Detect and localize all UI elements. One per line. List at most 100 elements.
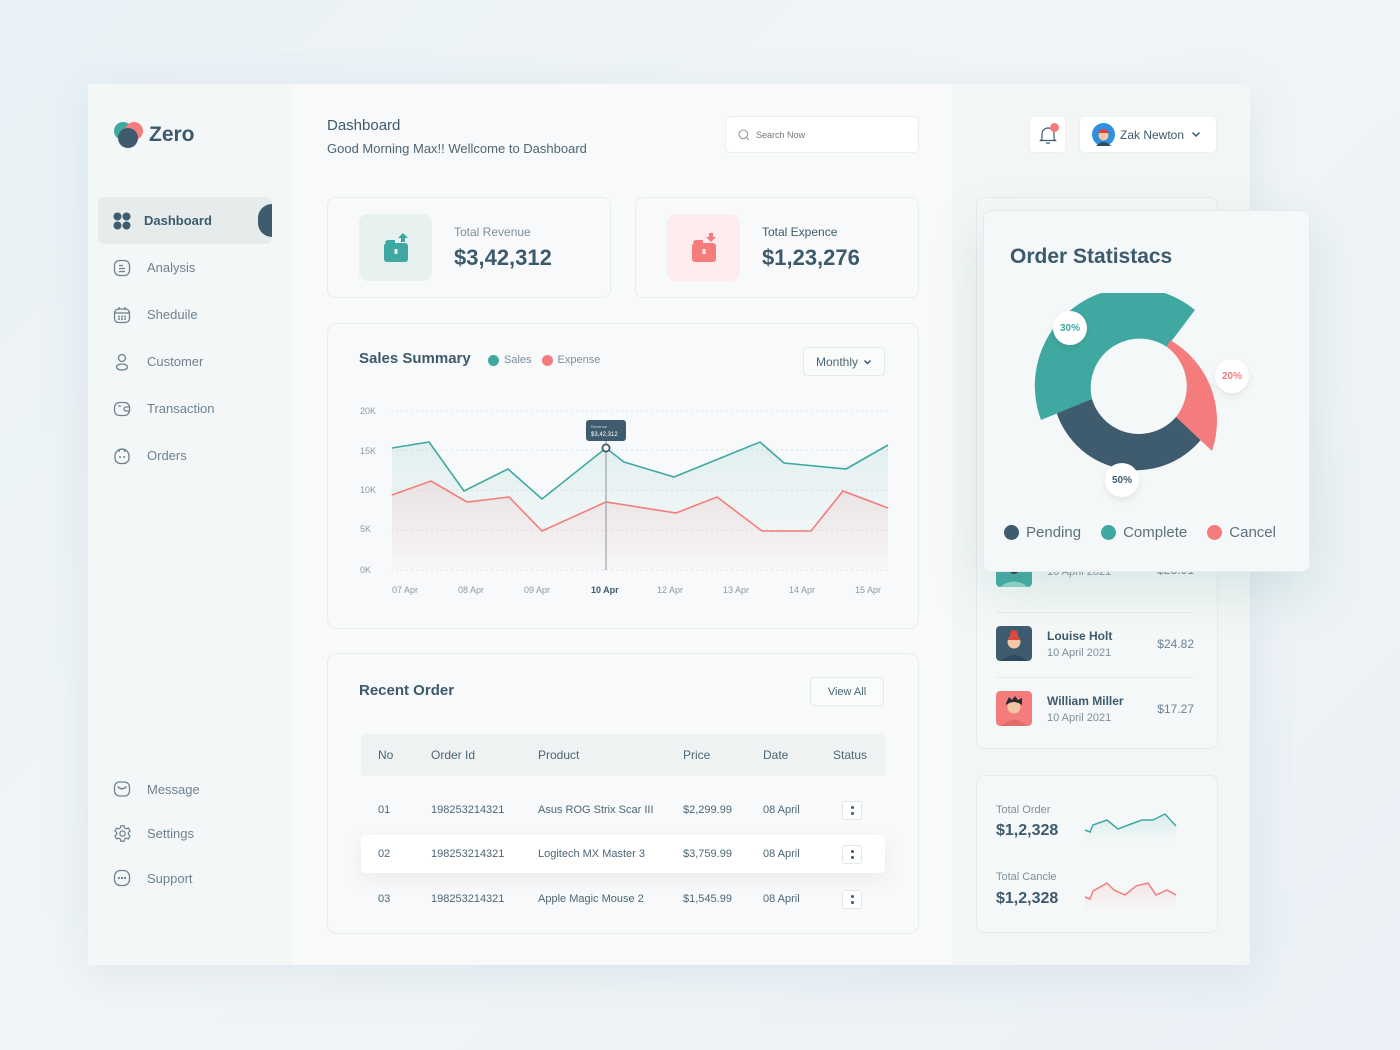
search-icon (738, 128, 750, 140)
sidebar-item-analysis[interactable]: Analysis (98, 244, 272, 291)
total-order-sparkline (1084, 813, 1177, 843)
cell-price: $1,545.99 (683, 893, 732, 905)
x-tick: 08 Apr (458, 585, 484, 595)
y-tick: 0K (360, 565, 371, 575)
x-tick-active: 10 Apr (591, 585, 619, 595)
recent-order-title: Recent Order (359, 682, 455, 699)
legend-expense: Expense (541, 354, 600, 366)
legend-label: Pending (1026, 524, 1082, 541)
recent-order-card: Recent Order View All No Order Id Produc… (327, 653, 919, 934)
page-title: Dashboard (327, 117, 401, 134)
sidebar-item-dashboard[interactable]: Dashboard (98, 197, 272, 244)
sidebar-item-support[interactable]: Support (98, 856, 272, 901)
kebab-dot (850, 849, 854, 853)
total-revenue-card: Total Revenue $3,42,312 (327, 197, 611, 298)
user-menu[interactable]: Zak Newton (1079, 116, 1217, 153)
sidebar-item-schedule[interactable]: Sheduile (98, 291, 272, 338)
expense-icon-box (667, 214, 740, 281)
total-cancel-value: $1,2,328 (996, 890, 1059, 907)
x-tick: 09 Apr (524, 585, 550, 595)
sidebar-item-orders[interactable]: Orders (98, 432, 272, 479)
col-product: Product (538, 748, 580, 762)
pending-percent: 50% (1105, 463, 1139, 497)
wallet-upload-icon (383, 232, 408, 262)
customer-item[interactable]: Louise Holt 10 April 2021 $24.82 (996, 611, 1194, 676)
row-menu-button[interactable] (842, 844, 862, 864)
row-menu-button[interactable] (842, 800, 862, 820)
kebab-dot (850, 900, 854, 904)
highlight-point (601, 443, 611, 453)
pending-dot (1004, 525, 1019, 540)
search-input[interactable] (756, 129, 906, 140)
customer-name: Louise Holt (1047, 628, 1113, 643)
customer-item[interactable]: William Miller 10 April 2021 $17.27 (996, 676, 1194, 741)
sidebar-item-message[interactable]: Message (98, 767, 272, 812)
customer-avatar (996, 626, 1032, 661)
chevron-down-icon (1192, 131, 1201, 138)
brand-name: Zero (149, 123, 195, 146)
sidebar-item-customer[interactable]: Customer (98, 338, 272, 385)
cell-date: 08 April (763, 804, 800, 816)
sidebar-item-label: Customer (147, 354, 204, 369)
cell-price: $3,759.99 (683, 848, 732, 860)
legend-label: Complete (1123, 524, 1188, 541)
stat-label: Total Expence (762, 224, 838, 239)
sidebar-item-label: Dashboard (144, 213, 212, 228)
x-tick: 12 Apr (657, 585, 683, 595)
sidebar-item-label: Analysis (147, 260, 196, 275)
customer-date: 10 April 2021 (1047, 646, 1112, 659)
cell-order-id: 198253214321 (431, 893, 505, 905)
y-tick: 20K (360, 406, 376, 416)
sidebar-item-settings[interactable]: Settings (98, 812, 272, 857)
sidebar-item-label: Sheduile (147, 307, 198, 322)
customer-name: William Miller (1047, 693, 1124, 708)
customer-date: 10 April 2021 (1047, 711, 1112, 724)
cell-date: 08 April (763, 848, 800, 860)
period-dropdown[interactable]: Monthly (803, 347, 885, 376)
cancel-dot (1207, 525, 1223, 540)
x-tick: 14 Apr (789, 585, 815, 595)
sidebar-item-transaction[interactable]: Transaction (98, 385, 272, 432)
grid-icon (112, 211, 132, 231)
order-statistics-card: Order Statistacs 30% 20% 50% Pending Com… (983, 210, 1310, 572)
complete-dot (1101, 525, 1117, 540)
table-row[interactable]: 02 198253214321 Logitech MX Master 3 $3,… (361, 835, 885, 873)
cell-no: 03 (378, 893, 391, 905)
bag-icon (112, 446, 132, 466)
legend-complete: Complete (1101, 524, 1187, 541)
greeting-text: Good Morning Max!! Wellcome to Dashboard (327, 141, 587, 156)
kebab-dot (850, 811, 854, 815)
search-box[interactable] (725, 116, 919, 153)
chevron-down-icon (863, 359, 872, 365)
y-tick: 15K (360, 446, 376, 456)
donut-legend: Pending Complete Cancel (1004, 524, 1296, 541)
sidebar-item-label: Support (147, 870, 193, 886)
cell-order-id: 198253214321 (431, 804, 505, 816)
legend-pending: Pending (1004, 524, 1081, 541)
table-row[interactable]: 01 198253214321 Asus ROG Strix Scar III … (361, 791, 885, 829)
total-order-value: $1,2,328 (996, 822, 1059, 839)
logo[interactable]: Zero (113, 120, 195, 150)
customer-amount: $24.82 (1157, 636, 1194, 651)
total-cancel-label: Total Cancle (996, 871, 1057, 883)
x-tick: 15 Apr (855, 585, 881, 595)
customer-amount: $17.27 (1157, 701, 1194, 716)
cell-price: $2,299.99 (683, 804, 732, 816)
row-menu-button[interactable] (842, 889, 862, 909)
table-row[interactable]: 03 198253214321 Apple Magic Mouse 2 $1,5… (361, 880, 885, 918)
view-all-button[interactable]: View All (810, 677, 884, 706)
col-order-id: Order Id (431, 748, 476, 762)
sidebar-item-label: Orders (147, 448, 187, 463)
sales-dot (488, 354, 499, 366)
divider (996, 677, 1194, 678)
calendar-icon (112, 305, 132, 325)
cell-product: Logitech MX Master 3 (538, 848, 645, 860)
user-name: Zak Newton (1120, 127, 1185, 142)
sidebar-item-label: Transaction (147, 401, 215, 416)
notification-button[interactable] (1029, 116, 1066, 153)
avatar (1092, 123, 1115, 146)
chart-legend: Sales Expense (488, 354, 610, 366)
active-indicator (258, 204, 272, 237)
tooltip-label: Revenue (591, 424, 608, 429)
sales-summary-title: Sales Summary (359, 350, 471, 367)
